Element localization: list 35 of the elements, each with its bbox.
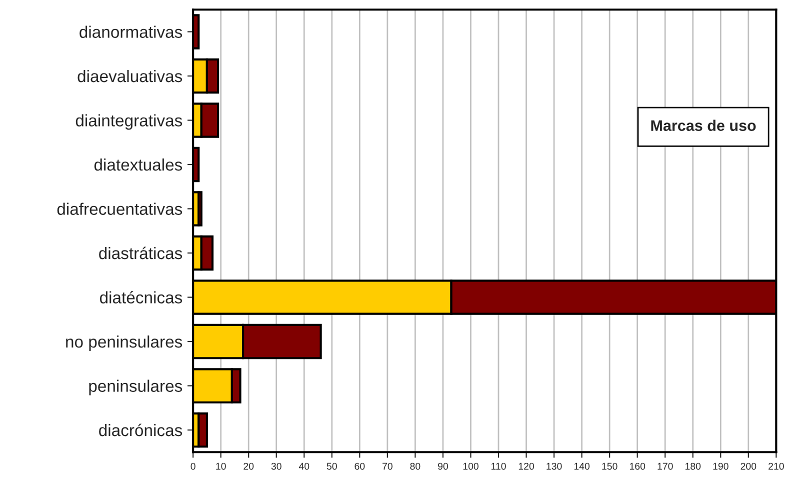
- y-tick-label: no peninsulares: [66, 335, 182, 352]
- x-tick-label: 210: [768, 462, 784, 470]
- y-tick-label: diaevaluativas: [78, 70, 182, 82]
- x-tick-label: 160: [630, 462, 646, 470]
- y-tick-label: diatextuales: [94, 158, 182, 171]
- x-tick-label: 0: [190, 462, 196, 470]
- x-tick-label: 30: [271, 462, 282, 470]
- y-tick-label: diatécnicas: [100, 291, 182, 304]
- y-tick-label: peninsulares: [89, 380, 182, 396]
- y-tick-label: diacrónicas: [99, 424, 182, 436]
- x-tick-label: 100: [463, 462, 478, 470]
- x-tick-label: 50: [326, 462, 337, 470]
- x-tick-label: 10: [216, 462, 226, 470]
- x-tick-label: 140: [574, 462, 590, 470]
- x-tick-label: 150: [602, 462, 618, 470]
- bar: [198, 191, 202, 226]
- x-tick-label: 40: [298, 462, 310, 470]
- x-tick-label: 120: [518, 462, 534, 470]
- x-tick-label: 180: [686, 462, 701, 470]
- x-tick-label: 20: [244, 462, 254, 470]
- x-tick-label: 70: [382, 462, 392, 470]
- x-tick-label: 130: [546, 462, 562, 470]
- x-tick-label: 170: [658, 462, 673, 470]
- annotation: Marcas de uso: [651, 120, 756, 131]
- x-tick-label: 110: [491, 462, 506, 470]
- y-tick-label: diastráticas: [99, 246, 182, 260]
- x-tick-label: 200: [740, 462, 756, 470]
- y-tick-label: dianormativas: [80, 26, 182, 38]
- x-tick-label: 60: [354, 462, 365, 470]
- x-tick-label: 190: [713, 462, 728, 470]
- y-tick-label: diafrecuentativas: [57, 202, 182, 215]
- y-tick-label: diaintegrativas: [76, 114, 182, 130]
- bar: [198, 412, 208, 448]
- x-tick-label: 80: [410, 462, 420, 470]
- x-tick-label: 90: [438, 462, 448, 470]
